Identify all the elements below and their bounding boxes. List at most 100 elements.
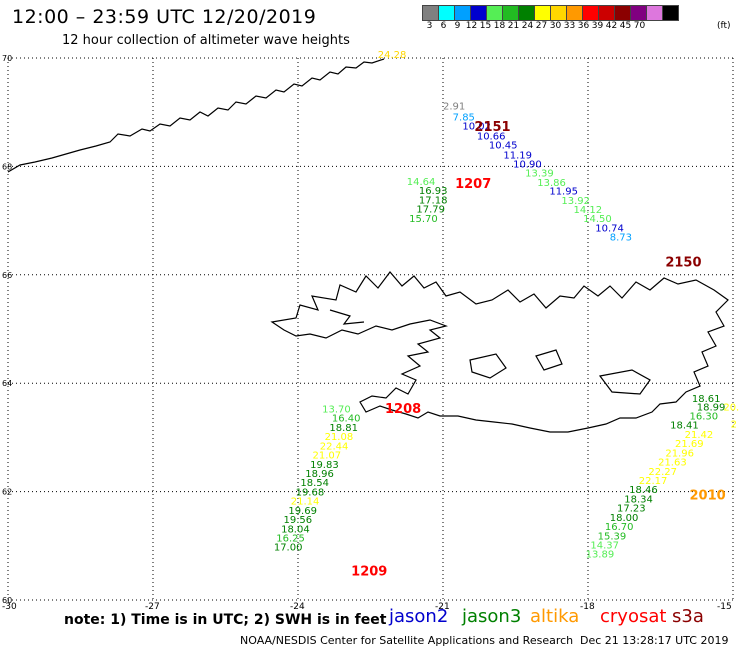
satellite-legend-item: s3a: [672, 606, 704, 627]
lon-tick-label: -27: [145, 602, 160, 612]
footer-note: note: 1) Time is in UTC; 2) SWH is in fe…: [64, 612, 387, 628]
wave-height-value: 2.91: [443, 101, 465, 112]
wave-height-value: 21.14: [291, 497, 320, 508]
lat-tick-label: 70: [2, 54, 12, 63]
lon-tick-label: -21: [435, 602, 450, 612]
wave-height-value: 18.96: [305, 469, 334, 480]
credit-text: NOAA/NESDIS Center for Satellite Applica…: [240, 634, 574, 647]
wave-height-value: 17.79: [416, 204, 445, 215]
wave-height-value: 21.63: [658, 458, 687, 469]
wave-height-value: 10.74: [595, 223, 624, 234]
wave-height-value: 21.69: [675, 439, 704, 450]
lat-tick-label: 62: [2, 488, 12, 497]
scale-label: 70: [633, 21, 646, 31]
wave-height-value: 14.37: [590, 541, 619, 552]
pass-time-label: 2010: [690, 489, 726, 504]
wave-height-value: 13.39: [525, 169, 554, 180]
satellite-legend-item: jason3: [462, 606, 522, 627]
wave-height-labels: 24.282.917.8510.0210.6610.4511.1910.9013…: [274, 50, 739, 561]
pass-time-label: 2151: [474, 120, 510, 135]
lat-tick-label: 64: [2, 379, 12, 388]
wave-height-value: 19.68: [296, 487, 325, 498]
wave-height-value: 13.89: [586, 550, 615, 561]
wave-height-value: 10.66: [477, 131, 506, 142]
scale-label: 45: [619, 21, 632, 31]
wave-height-value: 19.69: [288, 506, 317, 517]
pass-time-label: 1207: [455, 177, 491, 192]
wave-height-value: 18.99: [697, 402, 726, 413]
satellite-legend-item: jason2: [389, 606, 449, 627]
wave-height-value: 18.41: [670, 421, 699, 432]
wave-height-value: 17.23: [617, 504, 646, 515]
scale-label: 24: [521, 21, 534, 31]
generated-timestamp: Dec 21 13:28:17 UTC 2019: [580, 634, 729, 647]
wave-height-value: 18.61: [692, 394, 721, 405]
wave-height-value: 16.30: [690, 412, 719, 423]
scale-label: 9: [454, 21, 461, 31]
wave-height-value: 13.70: [322, 404, 351, 415]
wave-height-value: 20.: [723, 402, 739, 413]
wave-height-value: 18.46: [629, 485, 658, 496]
wave-height-value: 17.18: [419, 195, 448, 206]
wave-height-value: 18.34: [624, 494, 653, 505]
map-subtitle: 12 hour collection of altimeter wave hei…: [62, 33, 350, 48]
wave-height-value: 11.19: [503, 150, 532, 161]
lat-tick-label: 68: [2, 162, 12, 171]
greenland-coast: [7, 58, 385, 173]
wave-height-value: 10.90: [513, 159, 542, 170]
westfjords-inlet: [329, 309, 365, 325]
pass-time-label: 2150: [665, 256, 701, 271]
wave-height-value: 13.92: [561, 196, 590, 207]
scale-label: 36: [577, 21, 590, 31]
pass-time-label: 1209: [351, 565, 387, 580]
pass-time-label: 1208: [385, 402, 421, 417]
wave-height-value: 10.45: [489, 141, 518, 152]
lon-tick-label: -18: [580, 602, 595, 612]
wave-height-value: 21.07: [313, 451, 342, 462]
wave-height-value: 11.95: [549, 187, 578, 198]
wave-height-value: 7.85: [453, 112, 475, 123]
wave-height-value: 2: [731, 420, 737, 431]
wave-height-value: 16.70: [605, 522, 634, 533]
wave-height-value: 16.93: [419, 186, 448, 197]
scale-label: 6: [440, 21, 447, 31]
wave-height-value: 21.08: [325, 432, 354, 443]
wave-height-value: 19.83: [310, 460, 339, 471]
wave-height-value: 22.27: [648, 467, 677, 478]
color-scale: [422, 5, 679, 21]
wave-height-value: 14.64: [407, 177, 436, 188]
satellite-legend-item: altika: [530, 606, 580, 627]
wave-height-value: 21.42: [685, 430, 714, 441]
scale-label: 39: [591, 21, 604, 31]
glacier-outline: [469, 353, 507, 379]
coastline: [7, 58, 729, 433]
wave-height-value: 18.04: [281, 524, 310, 535]
wave-height-value: 19.56: [284, 515, 313, 526]
lat-tick-label: 60: [2, 596, 12, 605]
scale-label: 33: [563, 21, 576, 31]
wave-height-value: 22.17: [639, 476, 668, 487]
wave-height-value: 16.25: [276, 533, 305, 544]
scale-label: 3: [426, 21, 433, 31]
lon-tick-label: -24: [290, 602, 305, 612]
wave-height-value: 24.28: [378, 50, 407, 61]
wave-height-value: 14.50: [583, 214, 612, 225]
lon-tick-label: -30: [2, 602, 17, 612]
wave-height-value: 21.96: [665, 448, 694, 459]
map-title: 12:00 – 23:59 UTC 12/20/2019: [12, 6, 317, 28]
scale-label: 27: [535, 21, 548, 31]
lon-tick-label: -15: [717, 602, 732, 612]
scale-label: 42: [605, 21, 618, 31]
pass-time-labels: 2151 1207 2150 1208 2010 1209: [351, 120, 726, 579]
wave-height-value: 18.54: [300, 478, 329, 489]
color-scale-unit: (ft): [717, 21, 731, 31]
color-scale-labels: 3 6 9 12 15 18 21 24 27 30 33 36 39 42 45 70: [422, 21, 646, 31]
wave-height-value: 15.70: [409, 214, 438, 225]
satellite-legend-item: cryosat: [600, 606, 667, 627]
wave-height-value: 15.39: [598, 531, 627, 542]
lat-tick-label: 66: [2, 271, 12, 280]
wave-height-value: 10.02: [462, 122, 491, 133]
wave-height-value: 13.86: [537, 178, 566, 189]
scale-label: 30: [549, 21, 562, 31]
